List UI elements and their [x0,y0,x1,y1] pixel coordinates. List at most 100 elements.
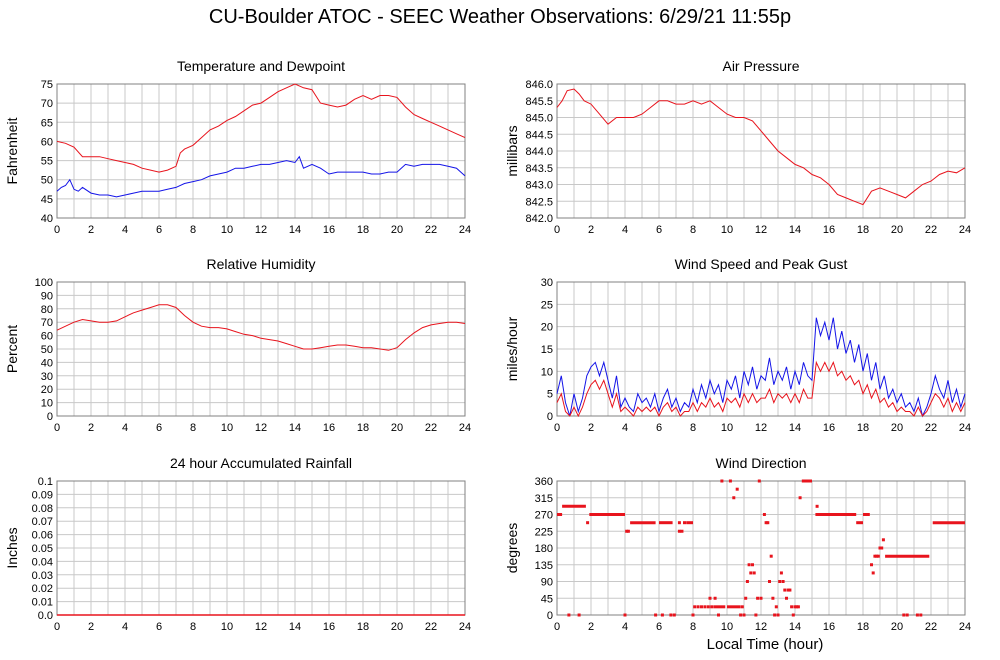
x-tick-label: 2 [88,422,94,434]
direction-point [768,580,771,583]
x-tick-label: 2 [588,621,594,633]
x-tick-label: 20 [891,621,903,633]
chart-pressure: Air Pressure millibars 842.0 842.5 843.0 843.… [504,58,971,236]
direction-point [875,554,879,558]
direction-point [720,479,724,483]
y-tick-label: 225 [535,526,553,538]
x-tick-label: 6 [156,422,162,434]
direction-point [779,571,783,575]
y-tick-label: 845.0 [525,113,553,125]
series-line-red [56,304,466,351]
y-axis-label: degrees [504,523,520,574]
y-tick-label: 0 [47,411,53,423]
x-tick-label: 14 [789,621,801,633]
direction-point [781,580,785,583]
x-tick-label: 22 [925,224,937,236]
series-line-red [556,360,966,418]
direction-point [783,588,787,592]
y-tick-label: 90 [541,577,553,589]
direction-point [774,605,778,609]
x-tick-label: 0 [54,422,60,434]
x-tick-label: 2 [588,224,594,236]
direction-point [672,613,676,617]
direction-point [905,613,909,617]
y-axis-label: millibars [504,125,520,176]
x-tick-label: 12 [755,224,767,236]
x-tick-label: 16 [823,224,835,236]
x-tick-label: 18 [857,621,869,633]
page-title: CU-Boulder ATOC - SEEC Weather Observati… [208,6,792,28]
y-tick-label: 55 [41,156,53,168]
direction-point [798,496,802,500]
direction-point [881,538,885,542]
y-tick-label: 10 [541,366,553,378]
x-tick-label: 14 [289,224,301,236]
direction-point [677,521,681,525]
x-tick-label: 10 [221,224,233,236]
direction-point [696,605,700,609]
direction-point [786,588,790,592]
direction-point [654,613,658,617]
direction-point [677,529,681,533]
direction-point [660,613,664,617]
y-tick-label: 75 [41,79,53,91]
x-tick-label: 16 [323,422,335,434]
direction-point [586,521,590,525]
y-tick-label: 20 [41,384,53,396]
direction-point [751,563,754,567]
x-tick-label: 14 [789,224,801,236]
x-tick-label: 22 [925,621,937,633]
direction-point [771,596,775,600]
y-tick-label: 843.0 [525,180,553,192]
y-tick-label: 180 [535,543,553,555]
x-tick-label: 0 [54,224,60,236]
direction-point [756,596,760,600]
x-tick-label: 6 [156,621,162,633]
x-tick-label: 12 [255,422,267,434]
x-tick-label: 4 [122,224,128,236]
x-tick-label: 18 [357,621,369,633]
y-tick-label: 0.09 [32,489,53,501]
x-tick-label: 12 [255,621,267,633]
direction-point [703,605,707,609]
y-tick-label: 0.06 [32,530,53,542]
x-tick-label: 6 [656,621,662,633]
y-tick-label: 0.0 [38,610,53,622]
x-tick-label: 0 [554,224,560,236]
y-tick-label: 65 [41,117,53,129]
direction-point [796,605,800,609]
y-tick-label: 70 [41,317,53,329]
y-tick-label: 844.0 [525,146,553,158]
direction-point [764,521,768,525]
x-tick-label: 20 [891,422,903,434]
y-tick-label: 842.5 [525,196,553,208]
x-tick-label: 2 [88,224,94,236]
y-tick-label: 846.0 [525,79,553,91]
direction-point [623,613,627,617]
direction-point [785,596,788,600]
chart-title: 24 hour Accumulated Rainfall [170,455,352,471]
y-tick-label: 0.02 [32,583,53,595]
direction-point [778,580,782,583]
direction-point [873,554,877,558]
direction-point [706,605,710,609]
y-axis-label: Fahrenheit [4,117,20,184]
x-tick-label: 8 [190,422,196,434]
x-tick-label: 14 [289,621,301,633]
direction-point [790,605,794,609]
y-tick-label: 40 [41,357,53,369]
direction-point [757,479,761,483]
direction-point [745,580,749,583]
direction-point [742,613,746,617]
x-tick-label: 20 [891,224,903,236]
y-tick-label: 70 [41,98,53,110]
x-tick-label: 18 [857,224,869,236]
x-tick-label: 24 [959,422,971,434]
direction-point [773,613,777,617]
chart-title: Temperature and Dewpoint [177,58,345,74]
direction-point [700,605,703,609]
x-tick-label: 10 [721,422,733,434]
y-tick-label: 20 [541,322,553,334]
y-tick-label: 5 [547,389,553,401]
direction-point [876,554,880,558]
